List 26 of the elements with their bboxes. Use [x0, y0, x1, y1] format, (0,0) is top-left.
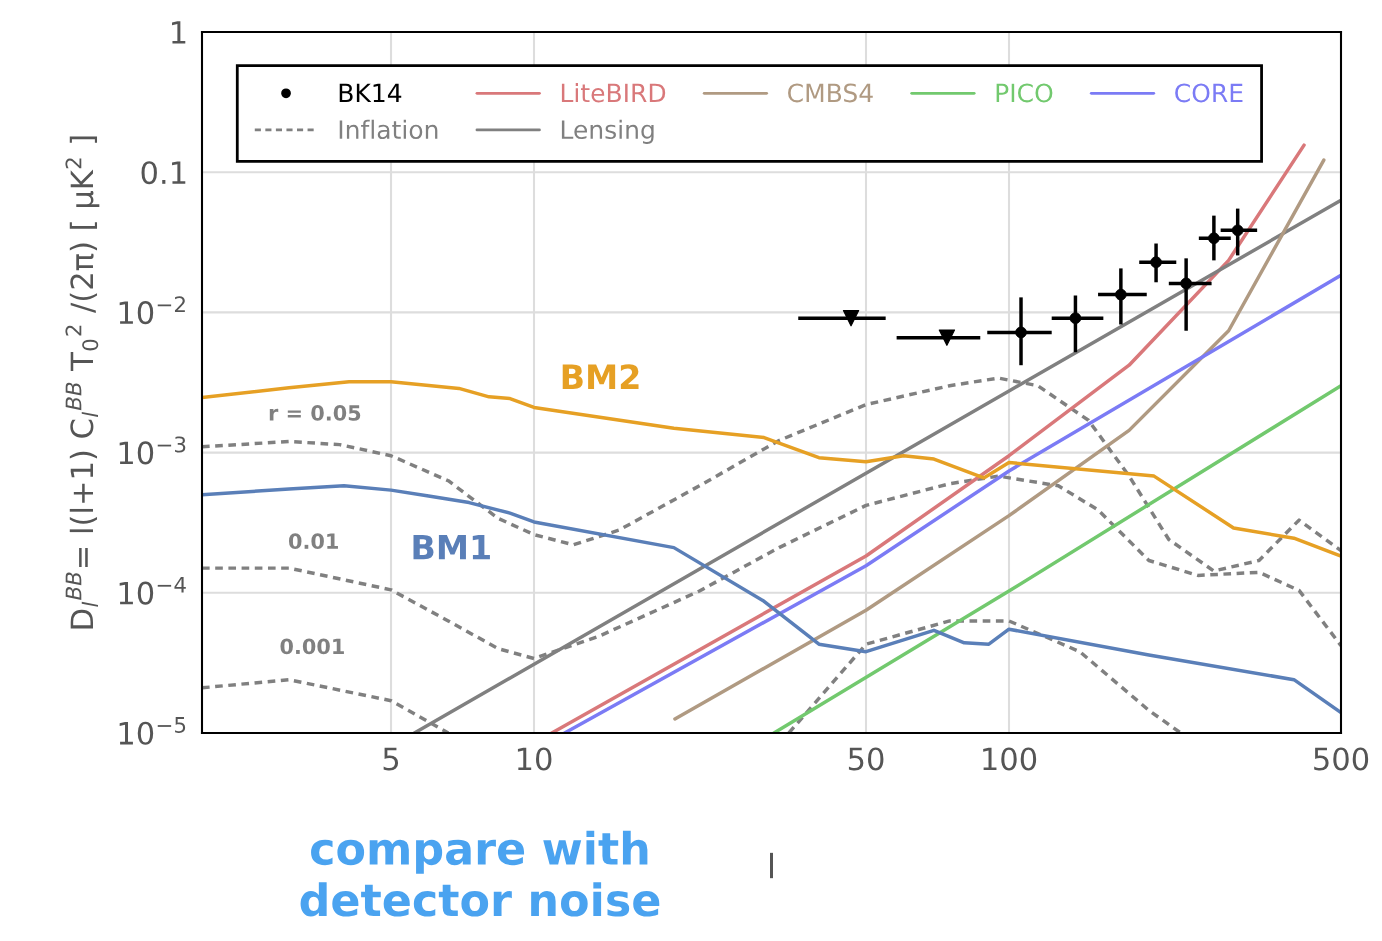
annotation: BM1: [413, 534, 490, 560]
legend-label: CMBS4: [788, 83, 873, 103]
x-tick-label: 10: [517, 747, 552, 771]
x-tick-label: 50: [848, 747, 884, 771]
annotation: 0.001: [280, 638, 344, 655]
legend-label: CORE: [1175, 83, 1243, 103]
x-axis-title: l: [770, 852, 774, 879]
x-tick-label: 5: [383, 747, 399, 771]
x-tick-label: 500: [1314, 747, 1369, 771]
y-tick-label: 0.1: [141, 161, 186, 185]
y-tick-label: 10$^{−4}$: [119, 576, 186, 605]
y-tick-label: 10$^{−2}$: [119, 296, 185, 325]
legend-label: BK14: [339, 83, 402, 103]
legend-label: Lensing: [561, 119, 654, 144]
annotation: 0.01: [288, 533, 338, 550]
legend-label: LiteBIRD: [561, 83, 666, 103]
y-tick-label: 1: [172, 21, 186, 44]
text: compare with detector noise: [300, 830, 660, 917]
text: D$_{l}$$^{BB}$= l(l+1) C$_{l}$$^{BB}$ T$_{0}$$^{2}$ /(2π) [ μK$^{2}$ ]: [65, 136, 100, 629]
annotation: r = 0.05: [269, 405, 361, 421]
legend-label: Inflation: [339, 119, 438, 140]
y-tick-label: 10$^{−5}$: [119, 717, 186, 745]
y-tick-label: 10$^{−3}$: [119, 436, 186, 465]
x-tick-label: 100: [983, 747, 1037, 771]
annotation: BM2: [562, 364, 639, 389]
legend-label: PICO: [996, 83, 1053, 103]
